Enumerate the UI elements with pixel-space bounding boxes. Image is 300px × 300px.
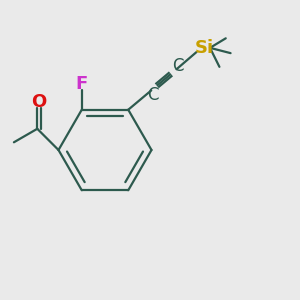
- Text: O: O: [32, 93, 47, 111]
- Text: F: F: [76, 75, 88, 93]
- Text: C: C: [147, 86, 158, 104]
- Text: Si: Si: [194, 40, 214, 58]
- Text: C: C: [172, 57, 184, 75]
